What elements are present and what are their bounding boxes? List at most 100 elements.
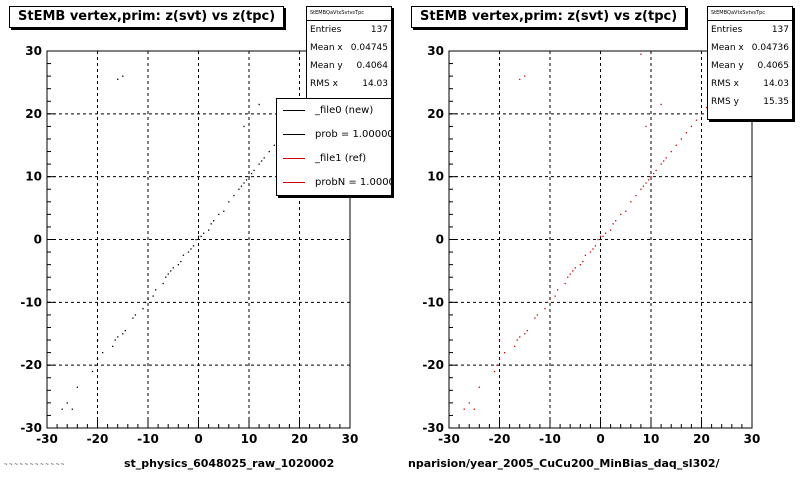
right-data-point bbox=[574, 267, 576, 269]
right-data-point bbox=[705, 106, 708, 109]
left-data-point bbox=[172, 267, 174, 269]
right-data-point bbox=[665, 157, 667, 159]
left-data-point bbox=[258, 163, 260, 165]
left-x-axis-title: st_physics_6048025_raw_1020002 bbox=[124, 457, 335, 470]
right-data-point bbox=[690, 125, 693, 128]
left-data-point bbox=[117, 336, 119, 338]
right-data-point bbox=[503, 352, 506, 354]
right-y-tick-label: -20 bbox=[422, 358, 444, 372]
left-stats-row: Entries 137 bbox=[310, 25, 388, 35]
right-data-point bbox=[602, 235, 604, 238]
left-data-point bbox=[238, 188, 240, 190]
right-y-tick-label: 10 bbox=[427, 170, 444, 184]
right-data-point bbox=[468, 402, 470, 404]
right-stats-header: StEMBQaVtxSvtvsTpc bbox=[708, 7, 792, 21]
right-data-point bbox=[645, 125, 647, 128]
right-x-axis-title: nparision/year_2005_CuCu200_MinBias_daq_… bbox=[408, 457, 720, 470]
left-data-point bbox=[268, 150, 270, 153]
left-x-tick-label: -30 bbox=[36, 432, 58, 446]
right-data-point bbox=[463, 408, 465, 410]
left-data-point bbox=[202, 232, 205, 234]
right-data-point bbox=[625, 210, 627, 212]
left-data-point bbox=[165, 276, 167, 278]
right-data-point bbox=[663, 160, 665, 162]
left-data-point bbox=[182, 254, 185, 256]
right-stats-row: Mean y 0.4065 bbox=[711, 61, 789, 71]
right-x-tick-label: 20 bbox=[693, 432, 710, 446]
right-data-point bbox=[514, 345, 516, 348]
right-stats-row: Entries 137 bbox=[711, 25, 789, 35]
right-x-tick-label: -20 bbox=[489, 432, 511, 446]
right-data-point bbox=[660, 103, 662, 106]
right-data-point bbox=[582, 260, 584, 263]
legend-swatch bbox=[283, 182, 305, 183]
right-data-point bbox=[493, 370, 496, 373]
right-stats-row: RMS x 14.03 bbox=[711, 79, 789, 89]
right-data-point bbox=[524, 333, 526, 335]
left-data-point bbox=[147, 298, 149, 300]
corner-note: ~ ~ ~ ~ ~ ~ ~ ~ ~ ~ ~ ~ bbox=[4, 462, 65, 468]
left-data-point bbox=[122, 333, 124, 335]
right-data-point bbox=[610, 229, 612, 231]
right-x-tick-label: -10 bbox=[539, 432, 561, 446]
right-y-tick-label: -10 bbox=[422, 295, 444, 309]
left-data-point bbox=[177, 264, 179, 266]
left-data-point bbox=[124, 330, 126, 332]
left-data-point bbox=[167, 273, 169, 275]
right-stats-row: RMS y 15.35 bbox=[711, 97, 789, 107]
left-data-point bbox=[208, 229, 210, 231]
right-data-point bbox=[534, 317, 536, 319]
right-data-point bbox=[695, 119, 698, 121]
left-data-point bbox=[245, 179, 248, 181]
right-data-point bbox=[645, 182, 647, 184]
right-data-point bbox=[567, 276, 569, 278]
right-y-tick-label: 20 bbox=[427, 107, 444, 121]
left-y-tick-label: -30 bbox=[20, 421, 42, 435]
right-data-point bbox=[604, 232, 607, 234]
right-data-point bbox=[549, 298, 551, 300]
left-x-tick-label: 0 bbox=[194, 432, 202, 446]
left-data-point bbox=[240, 185, 243, 187]
left-data-point bbox=[170, 270, 172, 272]
right-x-tick-label: -30 bbox=[438, 432, 460, 446]
right-data-point bbox=[594, 245, 597, 247]
right-data-point bbox=[675, 144, 677, 146]
left-data-point bbox=[213, 220, 215, 222]
left-data-point bbox=[162, 282, 164, 285]
right-data-point bbox=[519, 78, 521, 80]
legend-entry-prob: prob = 1.000000 bbox=[277, 123, 391, 147]
legend-swatch bbox=[283, 158, 305, 159]
right-data-point bbox=[680, 138, 682, 140]
right-data-point bbox=[660, 163, 662, 165]
left-plot-title: StEMB vertex,prim: z(svt) vs z(tpc) bbox=[9, 6, 285, 28]
right-stats-row: Mean x 0.04736 bbox=[711, 43, 789, 53]
right-data-point bbox=[685, 132, 688, 134]
left-data-point bbox=[243, 182, 245, 184]
right-data-point bbox=[496, 364, 498, 366]
left-data-point bbox=[91, 370, 94, 373]
right-data-point bbox=[612, 223, 614, 225]
left-data-point bbox=[258, 103, 260, 106]
left-y-tick-label: 10 bbox=[25, 170, 42, 184]
right-data-point bbox=[615, 220, 617, 222]
right-data-point bbox=[498, 339, 501, 341]
left-data-point bbox=[101, 352, 104, 354]
left-data-point bbox=[180, 260, 182, 263]
right-data-point bbox=[572, 270, 574, 272]
left-stats-row: RMS x 14.03 bbox=[310, 79, 388, 89]
right-data-point bbox=[630, 201, 632, 203]
right-plot-title-text: StEMB vertex,prim: z(svt) vs z(tpc) bbox=[420, 9, 678, 24]
right-data-point bbox=[650, 176, 652, 178]
right-data-point bbox=[635, 194, 637, 197]
left-data-point bbox=[96, 358, 99, 360]
left-data-point bbox=[122, 75, 124, 77]
right-data-point bbox=[652, 172, 655, 175]
left-data-point bbox=[243, 125, 245, 128]
right-data-point bbox=[592, 248, 594, 250]
left-data-point bbox=[152, 295, 154, 297]
right-y-tick-label: -30 bbox=[422, 421, 444, 435]
right-data-point bbox=[546, 301, 549, 304]
left-x-tick-label: 20 bbox=[291, 432, 308, 446]
right-data-point bbox=[526, 330, 528, 332]
